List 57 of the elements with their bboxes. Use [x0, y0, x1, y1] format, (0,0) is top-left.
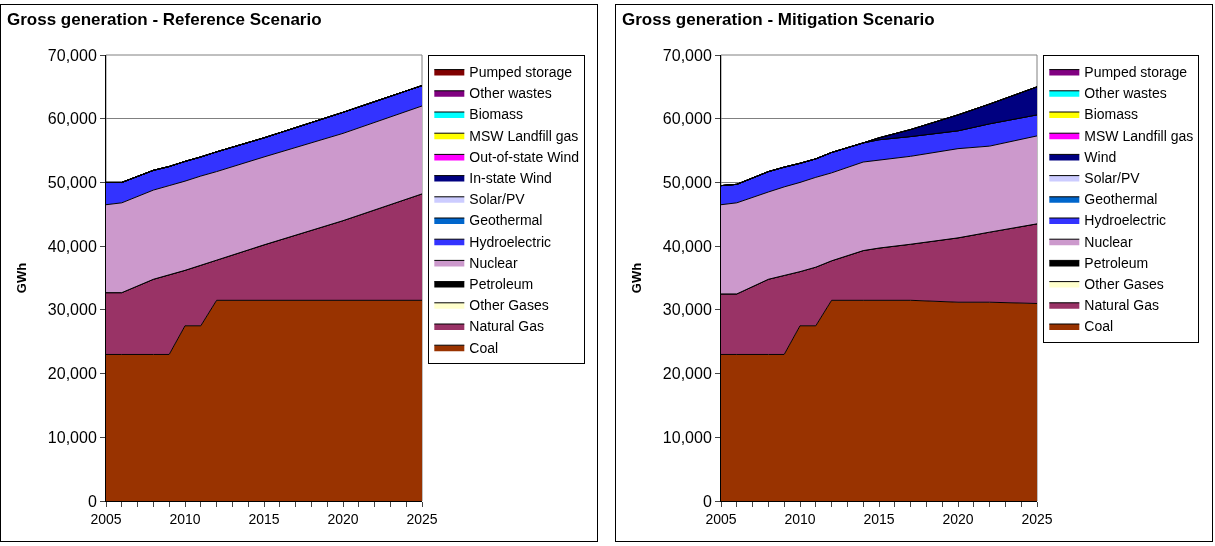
legend-label: Natural Gas [1084, 297, 1160, 314]
legend-label: Hydroelectric [1084, 212, 1167, 229]
x-tick-label: 2015 [248, 510, 280, 527]
legend-label: Nuclear [1084, 233, 1133, 250]
legend-label: Petroleum [1084, 254, 1149, 271]
legend-label: Out-of-state Wind [469, 148, 580, 165]
x-tick-label: 2020 [327, 510, 359, 527]
legend-label: Other wastes [469, 85, 552, 102]
y-axis-title: GWh [13, 262, 29, 294]
legend-label: MSW Landfill gas [1084, 127, 1194, 144]
chart-title: Gross generation - Reference Scenario [6, 9, 322, 29]
x-tick-label: 2025 [1021, 510, 1053, 527]
legend-label: Other Gases [1084, 276, 1164, 293]
legend-label: Biomass [469, 106, 524, 123]
legend-label: Wind [1084, 148, 1117, 165]
legend-label: In-state Wind [469, 170, 552, 187]
legend-label: Other wastes [1084, 85, 1167, 102]
legend-label: Nuclear [469, 254, 518, 271]
y-tick-label: 30,000 [47, 301, 97, 319]
x-tick-label: 2025 [406, 510, 438, 527]
x-tick-label: 2020 [942, 510, 974, 527]
legend-label: Pumped storage [1084, 64, 1188, 81]
y-tick-label: 40,000 [47, 237, 97, 255]
legend-label: Other Gases [469, 297, 549, 314]
y-tick-label: 60,000 [47, 110, 97, 128]
legend-label: Petroleum [469, 276, 534, 293]
legend-label: Pumped storage [469, 64, 573, 81]
y-tick-label: 20,000 [47, 365, 97, 383]
x-tick-label: 2005 [705, 510, 737, 527]
y-tick-label: 0 [87, 492, 97, 510]
x-tick-label: 2010 [784, 510, 816, 527]
y-tick-label: 60,000 [662, 110, 712, 128]
y-tick-label: 20,000 [662, 365, 712, 383]
x-tick-label: 2005 [90, 510, 122, 527]
x-tick-label: 2015 [863, 510, 895, 527]
legend-label: Coal [1084, 318, 1114, 335]
y-tick-label: 0 [702, 492, 712, 510]
x-tick-label: 2010 [169, 510, 201, 527]
legend-label: Geothermal [469, 212, 543, 229]
legend-label: Geothermal [1084, 191, 1158, 208]
legend-label: MSW Landfill gas [469, 127, 579, 144]
y-axis-title: GWh [628, 262, 644, 294]
legend-label: Natural Gas [469, 318, 545, 335]
y-tick-label: 10,000 [662, 428, 712, 446]
legend-label: Biomass [1084, 106, 1139, 123]
y-tick-label: 70,000 [662, 46, 712, 64]
legend-label: Solar/PV [1084, 170, 1141, 187]
y-tick-label: 50,000 [662, 174, 712, 192]
legend-label: Solar/PV [469, 191, 526, 208]
y-tick-label: 30,000 [662, 301, 712, 319]
y-tick-label: 10,000 [47, 428, 97, 446]
chart-title: Gross generation - Mitigation Scenario [621, 9, 935, 29]
y-tick-label: 70,000 [47, 46, 97, 64]
legend-label: Coal [469, 339, 499, 356]
legend-label: Hydroelectric [469, 233, 552, 250]
y-tick-label: 40,000 [662, 237, 712, 255]
y-tick-label: 50,000 [47, 174, 97, 192]
